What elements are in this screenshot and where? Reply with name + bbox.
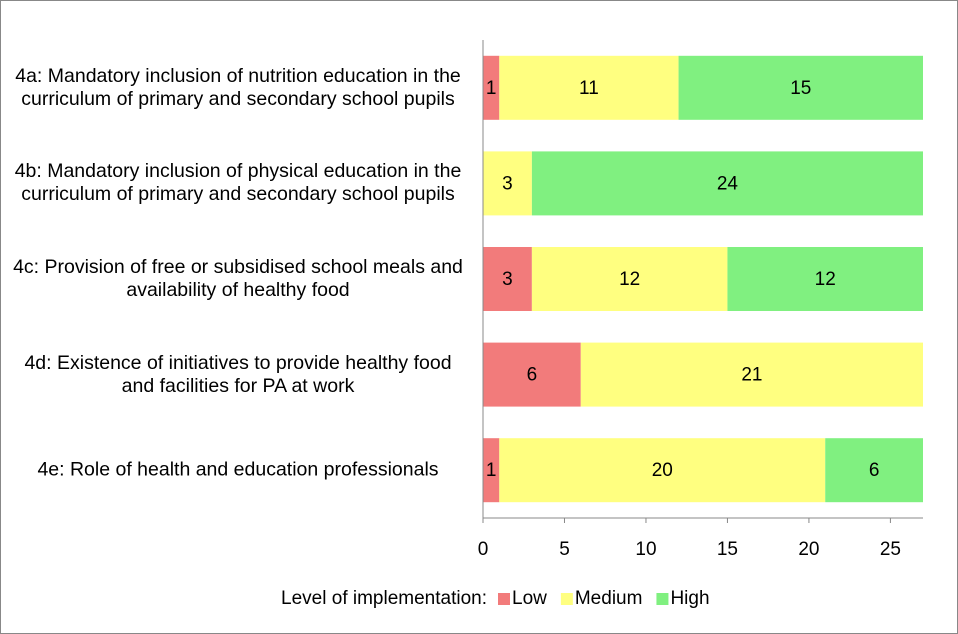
bar-segment [499, 55, 679, 120]
data-label: 12 [619, 269, 640, 290]
data-label: 11 [579, 78, 599, 99]
category-label: 4c: Provision of free or subsidised scho… [13, 256, 463, 301]
category-label: 4e: Role of health and education profess… [37, 458, 439, 481]
bar-segment [483, 151, 532, 216]
bar-segment [580, 342, 923, 407]
category-label: 4d: Existence of initiatives to provide … [24, 351, 452, 397]
category-label: 4a: Mandatory inclusion of nutrition edu… [15, 64, 461, 110]
bar-segment [499, 438, 826, 503]
bar-segment [825, 438, 923, 503]
bar-segment [531, 247, 728, 311]
data-label: 6 [527, 365, 538, 386]
data-label: 12 [815, 269, 836, 290]
x-tick-label: 5 [559, 539, 570, 560]
bar-segment [483, 247, 532, 311]
bar-segment [483, 438, 500, 503]
legend-swatch [560, 593, 573, 605]
data-label: 21 [741, 365, 762, 386]
data-label: 20 [652, 460, 673, 481]
data-label: 1 [486, 460, 497, 481]
legend-swatch [656, 593, 669, 605]
legend-label: High [670, 588, 709, 609]
x-tick-label: 0 [478, 539, 489, 560]
data-label: 1 [486, 78, 497, 99]
bar-segment [678, 55, 923, 120]
legend-swatch [498, 593, 510, 605]
x-tick-label: 20 [798, 539, 819, 560]
x-tick-label: 10 [635, 539, 656, 560]
category-label: 4b: Mandatory inclusion of physical educ… [14, 160, 462, 206]
bar-segment [483, 55, 500, 120]
legend-title: Level of implementation: [281, 588, 487, 609]
data-label: 3 [502, 173, 513, 194]
x-tick-label: 25 [880, 539, 901, 560]
data-label: 3 [502, 269, 513, 290]
bar-segment [531, 151, 923, 216]
data-label: 6 [869, 460, 880, 481]
data-label: 15 [790, 78, 811, 99]
bar-segment [483, 342, 581, 407]
legend-label: Low [512, 588, 547, 609]
legend-label: Medium [575, 588, 643, 609]
bar-segment [727, 247, 923, 311]
data-label: 24 [717, 173, 739, 194]
x-tick-label: 15 [717, 539, 738, 560]
